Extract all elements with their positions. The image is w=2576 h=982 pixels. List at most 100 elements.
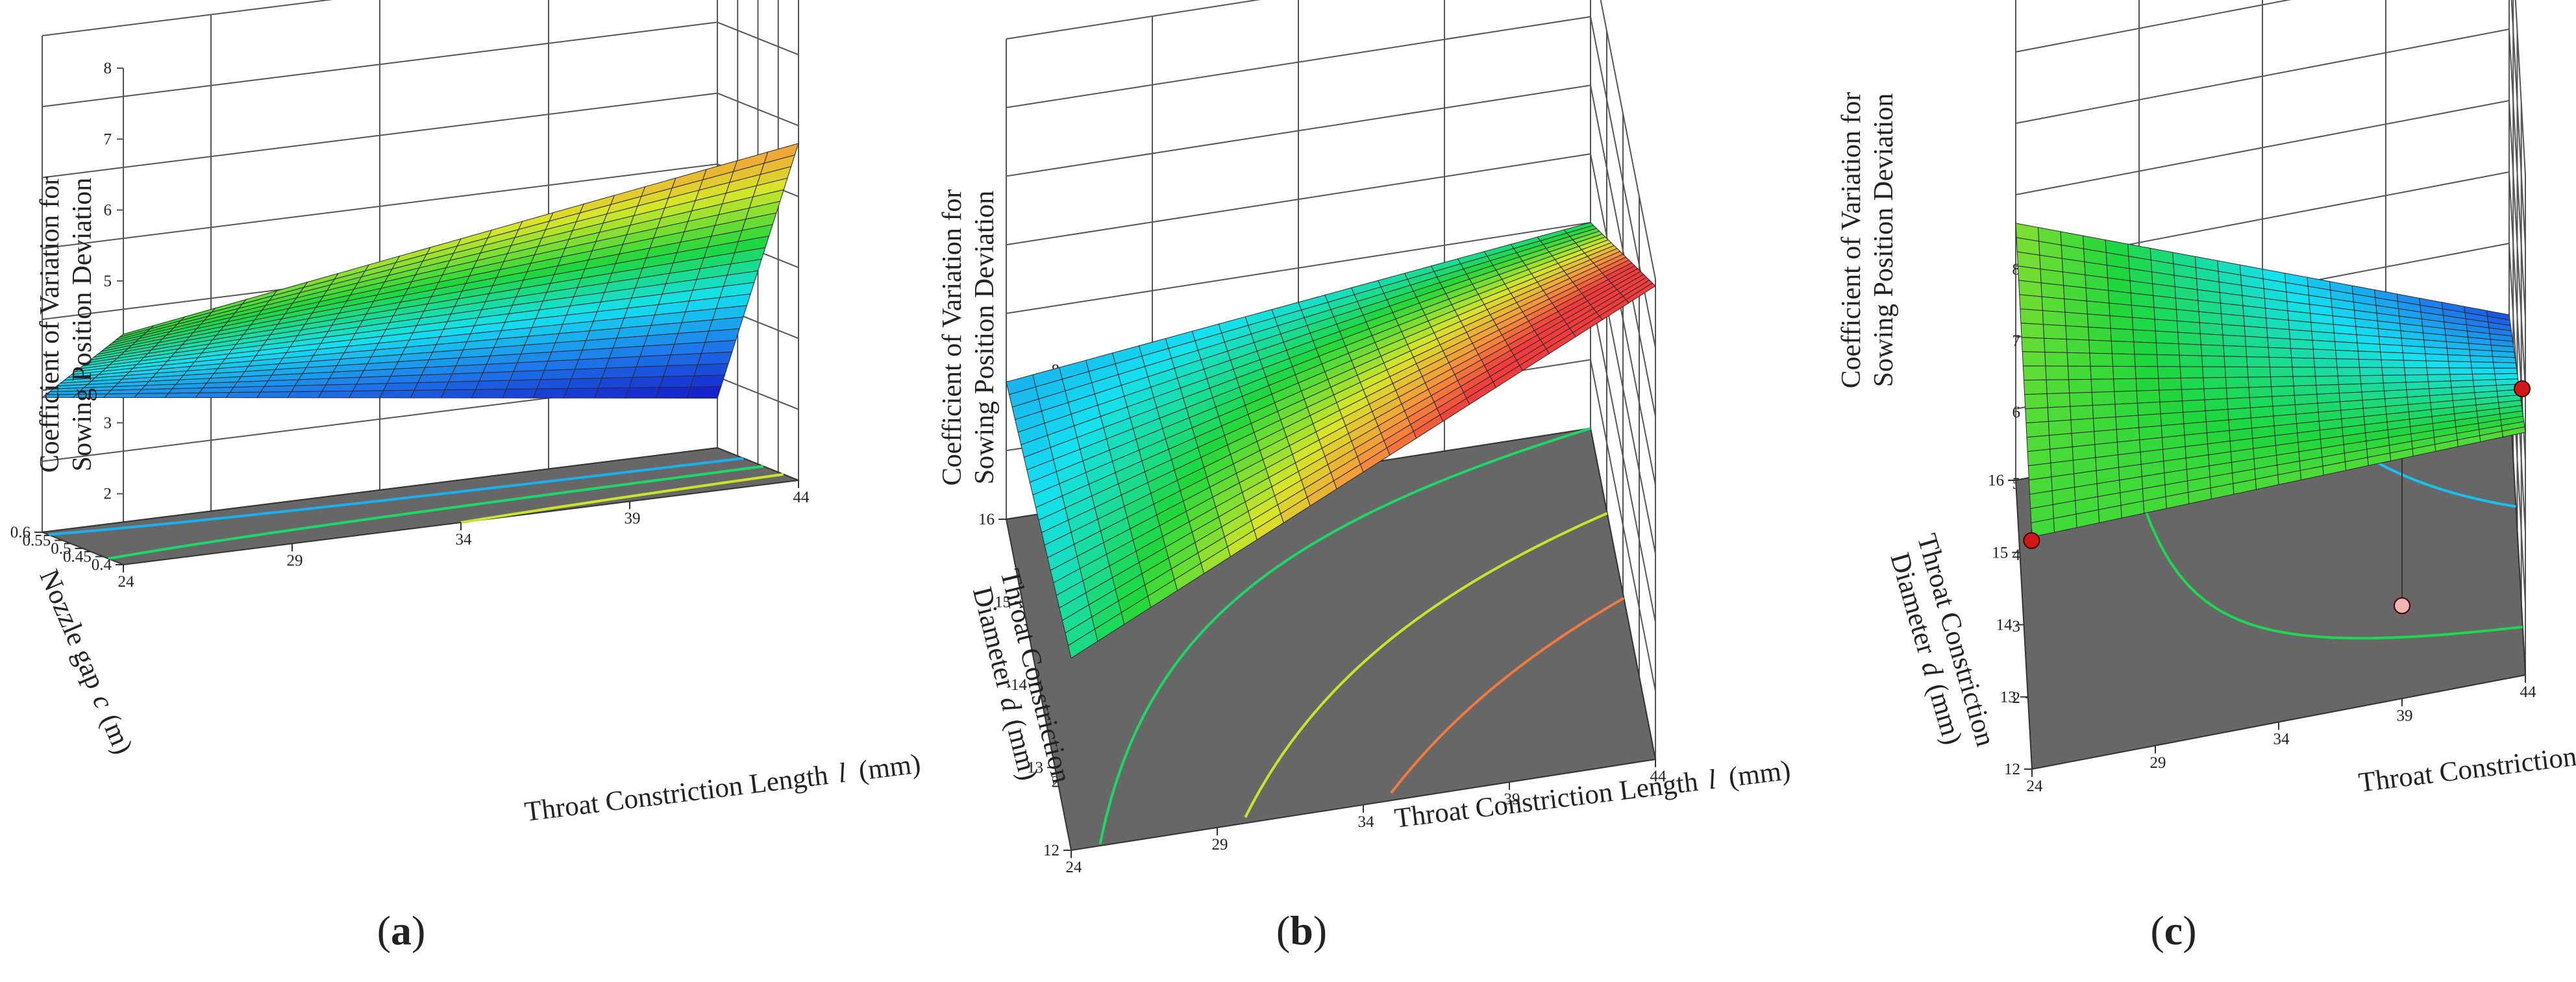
y-axis-var: d [1915,658,1948,680]
y-tick-label: 15 [1992,544,2008,561]
z-axis-label: Coefficient of Variation forSowing Posit… [35,177,97,473]
x-axis-var: l [1706,765,1718,796]
surface-cell [666,352,702,367]
surface-cell [663,364,699,377]
y-tick-label: 0.4 [92,556,112,574]
y-axis-label: Throat ConstrictionDiameterd(mm) [1881,530,2001,758]
surface-cell [2022,351,2046,367]
surface-cell [2112,365,2136,380]
surface-cell [2087,313,2111,329]
surface-cell [2177,320,2201,334]
surface-cell [2382,374,2407,384]
panel-label-letter: c [2164,907,2183,953]
z-tick-label: 2 [104,485,112,503]
surface-cell [2067,365,2092,380]
surface-cell [2071,431,2096,448]
panel-label-letter: a [391,907,412,953]
surface-cell [2501,426,2526,437]
design-point [2023,532,2040,549]
y-axis-unit: (m) [95,709,139,759]
surface-cell [2047,406,2072,422]
surface-cell [625,387,660,399]
surface-cell [2316,384,2340,395]
surface-cell [2177,332,2201,345]
surface-cell [2493,362,2517,369]
surface-cell [382,382,419,391]
surface-cell [2311,330,2336,342]
surface-cell [2425,353,2449,362]
surface-cell [2268,347,2292,358]
grid-line [42,0,334,36]
surface-cell [697,351,733,365]
surface-cell [2179,366,2204,378]
surface-cell [2131,304,2155,320]
surface-cell [2156,354,2181,367]
surface-cell [2270,376,2294,387]
surface-cell [2113,378,2137,392]
surface-cell [2383,382,2407,391]
surface-cell [2247,366,2272,378]
y-tick-label: 14 [1996,617,2013,634]
x-axis-var: l [836,758,848,789]
surface-cell [2291,357,2315,368]
surface-cell [2064,298,2088,315]
surface-cell [2336,358,2360,368]
surface-cell [2040,282,2065,300]
surface-cell [317,390,354,399]
surface-cell [2471,367,2496,374]
contour-line [108,465,764,560]
z-tick-label: 6 [104,202,112,219]
surface-cell [2066,339,2090,354]
x-tick-label: 34 [456,531,473,548]
surface-cell [2041,296,2066,313]
surface-cell [2024,393,2048,410]
y-tick-label: 0.55 [23,532,51,550]
surface-cell [2155,342,2180,356]
surface-cell [2312,349,2337,360]
y-axis-label-text: Nozzle gap [33,565,110,693]
surface-cell [2070,418,2095,434]
panel-c: 234567824293439441213141516Throat Constr… [1837,0,2576,953]
surface-cell [2066,352,2091,367]
surface-cell [2159,400,2184,415]
surface-cell [2470,355,2494,363]
surface-cell [2405,374,2429,383]
surface-cell [686,386,722,399]
surface-cell [2175,309,2200,323]
surface-cell [2154,319,2179,333]
contour-line [1098,427,1591,844]
panel-label-open: ( [2150,907,2164,953]
surface-cell [321,384,357,392]
surface-cell [2023,379,2048,395]
surface-cell [2404,367,2428,376]
surface-cell [2199,333,2224,347]
surface-cell [2248,376,2272,388]
surface-cell [2198,311,2223,325]
surface-cell [2201,355,2225,367]
surface-cell [2200,344,2225,357]
surface-cell [632,365,668,378]
surface-cell [2470,361,2495,369]
surface-cell [2289,338,2314,350]
surface-cell [536,378,572,389]
surface-cell [2312,339,2336,351]
surface-cell [655,386,691,399]
z-tick-label: 8 [104,60,112,77]
surface-cell [601,366,637,378]
surface-cell [2092,404,2116,419]
surface-cell [2226,387,2250,399]
surface-cell [2085,288,2110,304]
z-tick-label: 7 [2012,332,2021,350]
surface-cell [2315,375,2339,386]
z-axis-label-line: Sowing Position Deviation [68,178,97,472]
surface-cell [2026,435,2051,452]
surface-cell [1625,282,1656,304]
panel-label-open: ( [1276,907,1290,953]
surface-cell [693,363,729,376]
y-tick-label: 0.5 [51,540,71,558]
surface-cell [628,376,664,388]
surface-cell [2046,393,2071,408]
surface-cell [2025,407,2049,424]
surface-cell [2153,307,2178,322]
